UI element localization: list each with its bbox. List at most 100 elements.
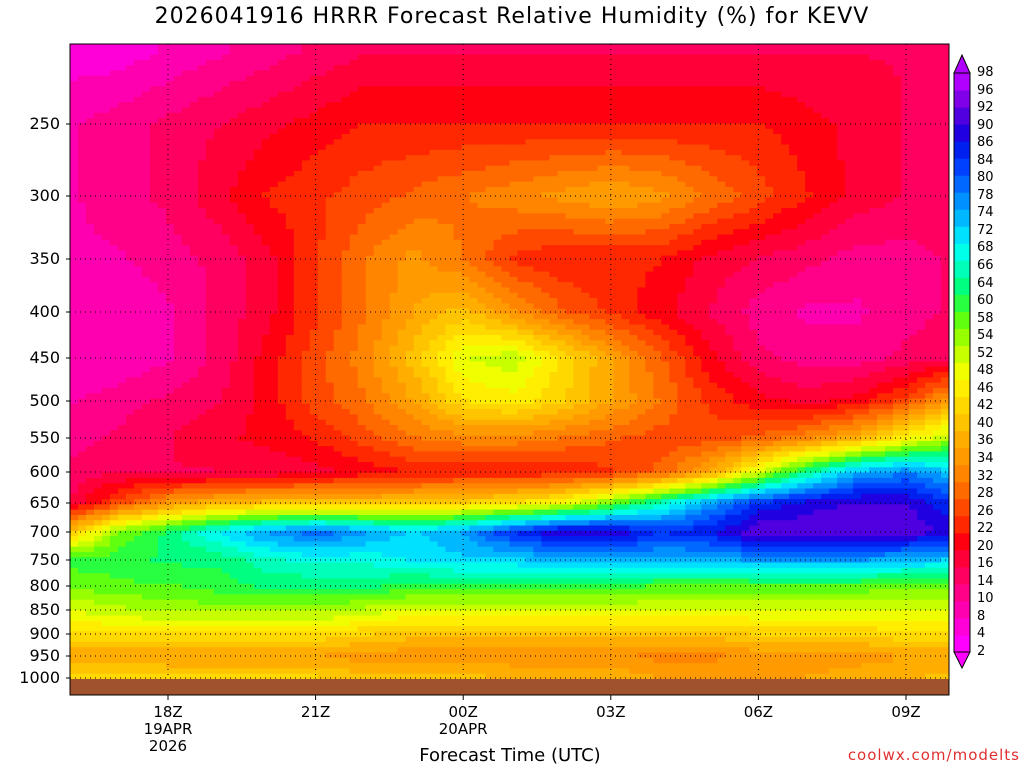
rh-cell <box>365 255 375 262</box>
rh-cell <box>725 239 734 246</box>
rh-cell <box>357 149 367 156</box>
rh-cell <box>693 245 702 251</box>
rh-cell <box>341 160 351 167</box>
rh-cell <box>341 266 351 273</box>
rh-cell <box>85 197 95 204</box>
rh-cell <box>285 229 295 236</box>
rh-cell <box>733 144 742 151</box>
rh-cell <box>549 271 559 278</box>
rh-cell <box>421 165 431 172</box>
rh-cell <box>485 91 495 98</box>
rh-cell <box>693 165 702 172</box>
rh-cell <box>237 49 247 56</box>
rh-cell <box>157 260 167 267</box>
rh-cell <box>197 223 207 230</box>
rh-cell <box>685 86 694 93</box>
rh-cell <box>821 229 830 236</box>
rh-cell <box>853 133 862 140</box>
rh-cell <box>725 208 734 214</box>
rh-cell <box>141 223 151 230</box>
rh-cell <box>645 91 654 98</box>
rh-cell <box>549 118 559 124</box>
rh-cell <box>453 165 463 172</box>
rh-cell <box>101 49 111 56</box>
rh-cell <box>709 112 718 119</box>
rh-cell <box>421 144 431 151</box>
rh-cell <box>877 223 886 230</box>
rh-cell <box>429 96 439 103</box>
rh-cell <box>933 107 942 114</box>
rh-cell <box>709 171 718 177</box>
rh-cell <box>349 266 359 273</box>
rh-cell <box>781 229 790 236</box>
rh-cell <box>653 208 662 214</box>
rh-cell <box>781 213 790 220</box>
rh-cell <box>125 133 135 140</box>
rh-cell <box>725 112 734 119</box>
rh-cell <box>549 202 559 209</box>
rh-cell <box>293 86 303 93</box>
rh-cell <box>829 208 838 214</box>
rh-cell <box>365 155 375 162</box>
rh-cell <box>629 181 638 188</box>
rh-cell <box>157 144 167 151</box>
rh-cell <box>573 123 583 130</box>
rh-cell <box>861 123 870 130</box>
rh-cell <box>573 65 583 72</box>
rh-cell <box>693 54 702 61</box>
rh-cell <box>293 59 303 66</box>
rh-cell <box>637 250 646 257</box>
rh-cell <box>821 202 830 209</box>
rh-cell <box>837 186 846 193</box>
rh-cell <box>93 65 103 72</box>
rh-cell <box>77 107 87 114</box>
rh-cell <box>877 176 886 183</box>
rh-cell <box>621 44 630 50</box>
rh-cell <box>349 96 359 103</box>
rh-cell <box>613 186 622 193</box>
rh-cell <box>381 229 391 236</box>
rh-cell <box>389 192 399 199</box>
rh-cell <box>917 86 926 93</box>
rh-cell <box>525 266 535 273</box>
rh-cell <box>557 197 567 204</box>
rh-cell <box>173 107 183 114</box>
rh-cell <box>621 260 630 267</box>
rh-cell <box>861 234 870 241</box>
rh-cell <box>901 75 910 82</box>
rh-cell <box>933 54 942 61</box>
rh-cell <box>173 70 183 77</box>
rh-cell <box>589 81 598 87</box>
rh-cell <box>261 276 271 283</box>
rh-cell <box>397 65 407 72</box>
rh-cell <box>541 86 551 93</box>
rh-cell <box>829 49 838 56</box>
rh-cell <box>381 96 391 103</box>
rh-cell <box>821 223 830 230</box>
rh-cell <box>685 276 694 283</box>
rh-cell <box>149 197 159 204</box>
rh-cell <box>93 266 103 273</box>
rh-cell <box>909 96 918 103</box>
rh-cell <box>685 44 694 50</box>
rh-cell <box>85 112 95 119</box>
rh-cell <box>77 128 87 135</box>
rh-cell <box>285 239 295 246</box>
rh-cell <box>845 149 854 156</box>
rh-cell <box>637 223 646 230</box>
rh-cell <box>117 218 127 225</box>
rh-cell <box>813 81 822 87</box>
rh-cell <box>445 197 455 204</box>
rh-cell <box>925 123 934 130</box>
rh-cell <box>509 155 519 162</box>
rh-cell <box>501 165 511 172</box>
rh-cell <box>933 276 942 283</box>
rh-cell <box>245 123 255 130</box>
rh-cell <box>909 81 918 87</box>
rh-cell <box>629 86 638 93</box>
rh-cell <box>317 112 327 119</box>
rh-cell <box>245 128 255 135</box>
rh-cell <box>453 54 463 61</box>
rh-cell <box>917 149 926 156</box>
rh-cell <box>445 176 455 183</box>
